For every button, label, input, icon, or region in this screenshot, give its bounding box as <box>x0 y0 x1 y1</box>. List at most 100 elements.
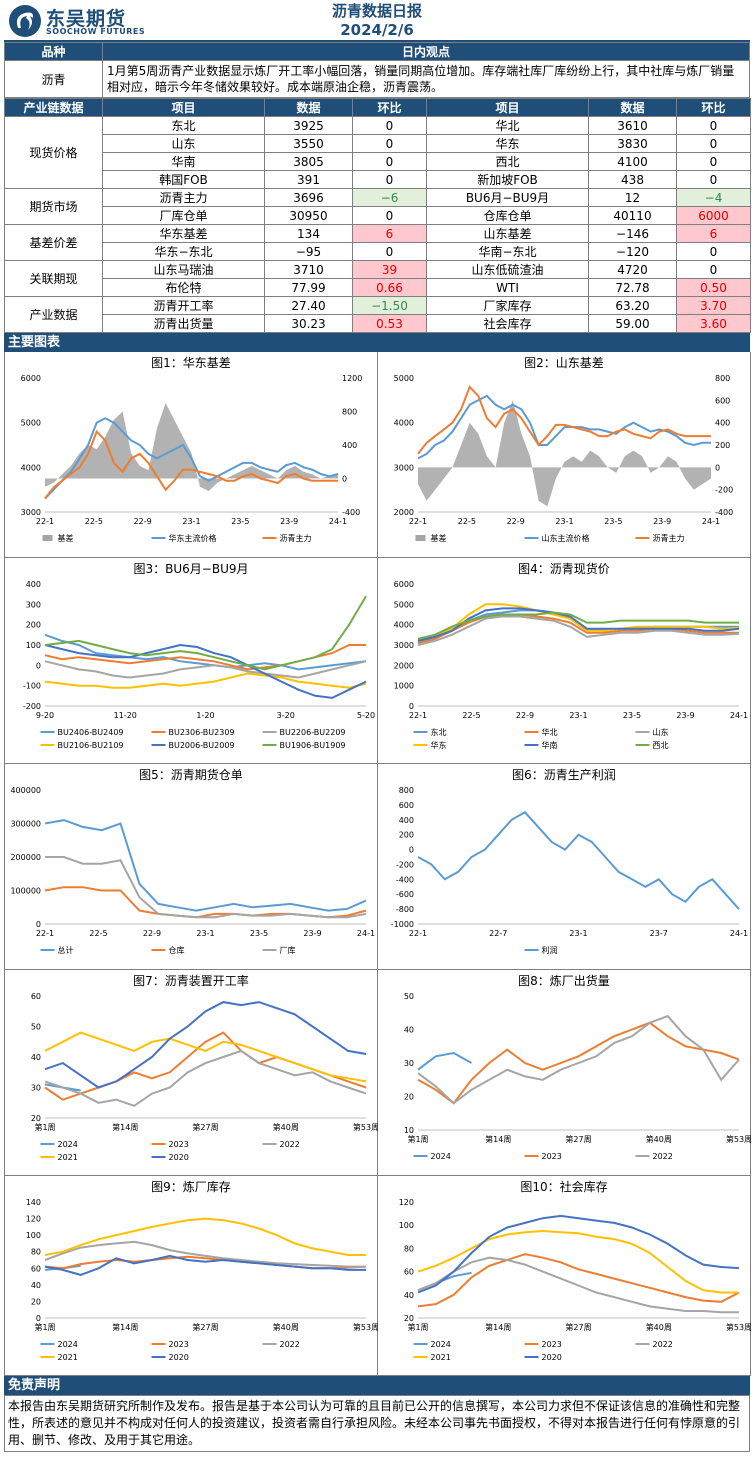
legend-label: 山东 <box>653 727 669 737</box>
series-line <box>44 1254 366 1276</box>
table-cell: 华南 <box>102 152 265 171</box>
table-cell: 6 <box>352 224 427 243</box>
y-tick-label: 400000 <box>10 786 41 795</box>
table-cell: 山东 <box>102 134 265 153</box>
y2-tick-label: 600 <box>715 396 730 405</box>
company-logo: 东吴期货 SOOCHOW FUTURES <box>8 4 158 40</box>
x-tick-label: 第40周 <box>646 1322 672 1332</box>
series-line <box>417 1051 472 1071</box>
legend-label: 2023 <box>169 1340 189 1349</box>
x-tick-label: 22-7 <box>489 929 507 938</box>
table-row: 华南 3805 0 西北 4100 0 <box>5 152 751 171</box>
y-tick-label: 200 <box>26 621 41 630</box>
table-cell: 0 <box>352 170 427 189</box>
table-cell: 0.53 <box>352 314 427 333</box>
x-tick-label: 第53周 <box>353 1122 378 1132</box>
table-cell: 0 <box>352 134 427 153</box>
x-tick-label: 22-9 <box>507 517 525 526</box>
table-cell: 77.99 <box>264 278 353 297</box>
table-cell: 山东基差 <box>426 224 589 243</box>
legend-label: 总计 <box>58 945 74 955</box>
legend-label: 2021 <box>58 1153 78 1162</box>
series-line <box>44 1031 367 1083</box>
y-tick-label: 120 <box>399 1198 414 1207</box>
x-tick-label: 第27周 <box>192 1322 218 1332</box>
chart-c10: 图10：社会库存 20 40 60 80 100 120 第1周 第14周 第27周 第40周 第53… <box>378 1176 751 1376</box>
x-tick-label: 第53周 <box>726 1322 751 1332</box>
series-line <box>417 615 740 646</box>
y2-tick-label: -200 <box>715 486 733 495</box>
y-tick-label: 20 <box>404 1093 414 1102</box>
y-tick-label: 4000 <box>394 419 414 428</box>
y-tick-label: 400 <box>26 580 41 589</box>
group-label: 产业数据 <box>4 296 103 333</box>
table-cell: 新加坡FOB <box>426 170 589 189</box>
table-header: 数据 <box>264 98 353 117</box>
table-cell: 6000 <box>676 206 751 225</box>
legend-label: 仓库 <box>169 945 185 955</box>
table-header: 项目 <box>102 98 265 117</box>
intraday-view-text: 1月第5周沥青产业数据显示炼厂开工率小幅回落，销量同期高位增加。库存端社库厂库纷… <box>102 60 750 98</box>
x-tick-label: 22-9 <box>134 517 152 526</box>
y-tick-label: -200 <box>23 702 41 711</box>
table-cell: 40110 <box>588 206 677 225</box>
table-cell: 39 <box>352 260 427 279</box>
legend-label: 2023 <box>542 1152 562 1161</box>
view-table: 品种 日内观点 沥青 1月第5周沥青产业数据显示炼厂开工率小幅回落，销量同期高位增加… <box>4 42 750 98</box>
table-row: 期货市场 沥青主力 3696 −6 BU6月−BU9月 12 −4 <box>4 188 751 225</box>
x-tick-label: 22-1 <box>409 517 427 526</box>
y-tick-label: -200 <box>396 860 414 869</box>
table-cell: 0.66 <box>352 278 427 297</box>
y-tick-label: 80 <box>31 1248 41 1257</box>
table-header: 项目 <box>426 98 589 117</box>
table-cell: 63.20 <box>588 296 677 315</box>
series-line <box>44 886 367 919</box>
y-tick-label: 100 <box>399 1221 414 1230</box>
table-cell: 0 <box>676 152 751 171</box>
x-tick-label: 23-9 <box>653 517 671 526</box>
table-cell: 59.00 <box>588 314 677 333</box>
col-product-header: 品种 <box>4 42 103 61</box>
legend-label: 2020 <box>542 1353 562 1362</box>
x-tick-label: 第14周 <box>112 1322 138 1332</box>
y-tick-label: 50 <box>31 1023 41 1032</box>
chart-c2: 图2：山东基差 2000 3000 4000 5000 -400 -200 0 200 400 60… <box>378 352 751 558</box>
chart-c6: 图6：沥青生产利润 -1000 -800 -600 -400 -200 0 200 400 600… <box>378 764 751 970</box>
table-cell: 4720 <box>588 260 677 279</box>
table-header: 产业链数据 <box>4 98 103 117</box>
table-cell: 华东−东北 <box>102 242 265 261</box>
table-header: 环比 <box>352 98 427 117</box>
charts-grid: 图1：华东基差 3000 4000 5000 6000 -400 0 400 800 1200 22… <box>4 352 751 1376</box>
x-tick-label: 22-1 <box>409 929 427 938</box>
x-tick-label: 22-1 <box>409 711 427 720</box>
table-row: 沥青出货量 30.23 0.53 社会库存 59.00 3.60 <box>5 314 751 333</box>
x-tick-label: 23-1 <box>569 711 587 720</box>
series-line <box>417 1214 740 1294</box>
table-cell: 134 <box>264 224 353 243</box>
legend-label: 2024 <box>58 1140 78 1149</box>
table-row: 产业数据 沥青开工率 27.40 −1.50 厂家库存 63.20 3.70 <box>4 296 751 333</box>
legend-label: BU2306-BU2309 <box>169 728 235 737</box>
x-tick-label: 23-1 <box>555 517 573 526</box>
y-tick-label: 3000 <box>21 508 41 517</box>
legend-label: 2023 <box>542 1340 562 1349</box>
chart-plot: 3000 4000 5000 6000 -400 0 400 800 1200 22-1 22-5 2… <box>21 374 363 543</box>
x-tick-label: 第1周 <box>407 1322 428 1332</box>
disclaimer-title: 免责声明 <box>4 1376 750 1395</box>
x-tick-label: 11-20 <box>114 711 137 720</box>
chart-title: 图2：山东基差 <box>524 356 604 370</box>
x-tick-label: 1-20 <box>196 711 214 720</box>
table-cell: 3.60 <box>676 314 751 333</box>
legend-label: 华东 <box>431 740 447 750</box>
x-tick-label: 第14周 <box>485 1134 511 1144</box>
x-tick-label: 23-5 <box>623 711 641 720</box>
series-line <box>44 672 367 689</box>
y-tick-label: 40 <box>404 1291 414 1300</box>
chart-c3: 图3：BU6月−BU9月 -200 -100 0 100 200 300 400 9-20 11-… <box>5 558 378 764</box>
series-line <box>44 633 367 671</box>
table-cell: 3805 <box>264 152 353 171</box>
x-tick-label: 22-5 <box>89 929 107 938</box>
y-tick-label: 200000 <box>10 853 41 862</box>
series-area <box>45 403 338 492</box>
series-line <box>417 611 739 640</box>
